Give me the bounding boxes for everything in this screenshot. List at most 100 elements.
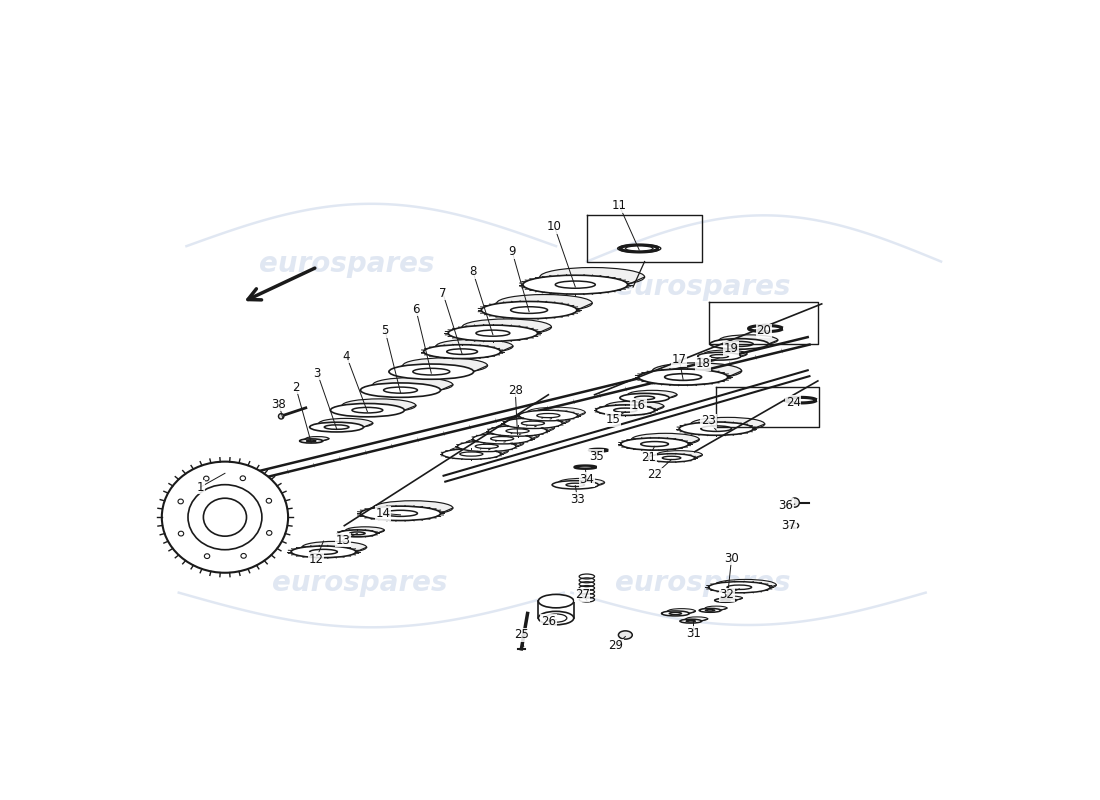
Text: 32: 32 <box>719 589 735 602</box>
Ellipse shape <box>361 506 440 521</box>
Ellipse shape <box>686 620 695 622</box>
Ellipse shape <box>178 531 184 536</box>
Text: 18: 18 <box>695 358 711 370</box>
Text: 10: 10 <box>547 220 562 234</box>
Ellipse shape <box>711 354 728 358</box>
Ellipse shape <box>278 414 284 419</box>
Ellipse shape <box>491 437 514 441</box>
Ellipse shape <box>521 421 544 426</box>
Text: 31: 31 <box>685 627 701 640</box>
Ellipse shape <box>715 598 736 602</box>
Ellipse shape <box>475 444 498 449</box>
Text: eurospares: eurospares <box>272 570 448 598</box>
Ellipse shape <box>504 418 562 429</box>
Ellipse shape <box>701 426 732 431</box>
Ellipse shape <box>338 530 376 537</box>
Ellipse shape <box>460 452 483 456</box>
Ellipse shape <box>790 498 800 507</box>
Ellipse shape <box>488 426 547 436</box>
Ellipse shape <box>700 609 720 612</box>
Ellipse shape <box>620 394 669 402</box>
Text: 34: 34 <box>580 473 594 486</box>
Ellipse shape <box>635 396 654 400</box>
Text: 17: 17 <box>672 353 686 366</box>
Ellipse shape <box>614 408 637 412</box>
Text: 19: 19 <box>724 342 738 355</box>
Ellipse shape <box>384 387 418 393</box>
Ellipse shape <box>605 401 664 411</box>
Ellipse shape <box>791 523 799 528</box>
Ellipse shape <box>299 439 322 443</box>
Ellipse shape <box>301 542 366 553</box>
Ellipse shape <box>162 462 288 573</box>
Ellipse shape <box>719 335 778 346</box>
Text: 35: 35 <box>588 450 604 463</box>
Ellipse shape <box>697 352 740 360</box>
Ellipse shape <box>241 554 246 558</box>
Ellipse shape <box>204 476 209 481</box>
Text: 4: 4 <box>343 350 351 362</box>
Text: 36: 36 <box>778 499 793 512</box>
Ellipse shape <box>204 498 246 536</box>
Ellipse shape <box>559 478 605 486</box>
Ellipse shape <box>476 330 510 336</box>
Ellipse shape <box>240 476 245 481</box>
Ellipse shape <box>482 302 576 318</box>
Text: 27: 27 <box>574 589 590 602</box>
Text: 14: 14 <box>375 507 390 520</box>
Ellipse shape <box>496 422 554 433</box>
Ellipse shape <box>306 437 329 441</box>
Ellipse shape <box>449 325 538 341</box>
Ellipse shape <box>664 374 702 380</box>
Ellipse shape <box>538 611 574 625</box>
Text: 12: 12 <box>308 553 323 566</box>
Text: 15: 15 <box>606 413 620 426</box>
Ellipse shape <box>450 446 508 456</box>
Ellipse shape <box>680 619 702 623</box>
Text: 25: 25 <box>514 629 529 642</box>
Ellipse shape <box>680 422 754 435</box>
Ellipse shape <box>497 294 592 312</box>
Ellipse shape <box>324 425 349 430</box>
Ellipse shape <box>266 498 272 503</box>
Text: 21: 21 <box>641 451 656 464</box>
Ellipse shape <box>307 440 316 442</box>
Ellipse shape <box>188 485 262 550</box>
Text: 7: 7 <box>439 286 447 300</box>
Text: eurospares: eurospares <box>615 273 790 301</box>
Text: 13: 13 <box>336 534 350 546</box>
Text: eurospares: eurospares <box>258 250 434 278</box>
Ellipse shape <box>596 405 654 415</box>
Ellipse shape <box>556 281 595 288</box>
Ellipse shape <box>638 369 728 385</box>
Ellipse shape <box>330 403 405 417</box>
Ellipse shape <box>625 246 653 251</box>
Ellipse shape <box>292 546 356 558</box>
Text: 6: 6 <box>412 302 420 316</box>
Ellipse shape <box>656 450 703 459</box>
Ellipse shape <box>310 422 363 432</box>
Ellipse shape <box>540 267 645 286</box>
Ellipse shape <box>310 550 338 554</box>
Ellipse shape <box>618 631 632 639</box>
Ellipse shape <box>178 499 184 504</box>
Ellipse shape <box>266 530 272 535</box>
Text: 3: 3 <box>314 366 321 380</box>
Text: 37: 37 <box>781 519 796 532</box>
Ellipse shape <box>510 306 548 314</box>
Ellipse shape <box>205 554 210 558</box>
Ellipse shape <box>473 434 531 444</box>
Text: 9: 9 <box>508 245 516 258</box>
Ellipse shape <box>704 350 747 358</box>
Text: 28: 28 <box>508 384 522 397</box>
Ellipse shape <box>546 614 566 622</box>
Ellipse shape <box>458 441 516 452</box>
Ellipse shape <box>424 345 500 358</box>
Text: 29: 29 <box>608 639 623 652</box>
Ellipse shape <box>512 415 570 426</box>
Ellipse shape <box>661 611 690 616</box>
Text: 5: 5 <box>382 324 388 338</box>
Ellipse shape <box>350 532 365 534</box>
Ellipse shape <box>715 579 777 590</box>
Ellipse shape <box>669 612 682 614</box>
